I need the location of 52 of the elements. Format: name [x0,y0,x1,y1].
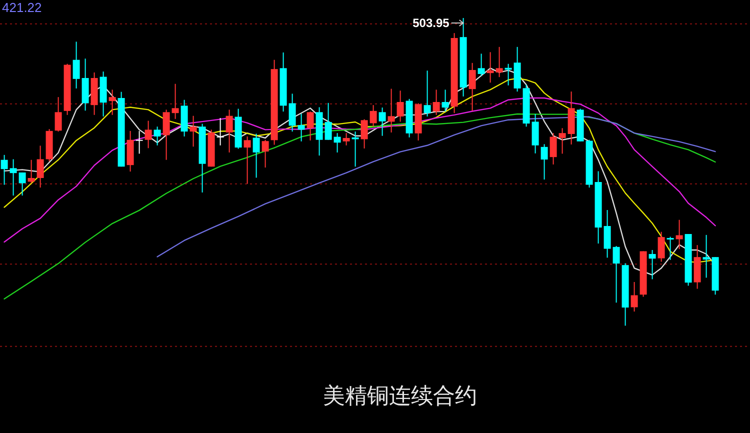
candlestick [262,139,269,168]
candlestick [108,89,116,116]
candlestick [172,83,179,120]
candlestick [226,109,233,153]
candlestick [324,102,332,140]
candlestick [612,246,620,304]
candlestick [54,96,62,132]
candlestick [630,282,638,312]
candlestick [334,132,341,153]
candlestick [676,219,683,250]
candlestick [162,109,170,160]
annotation: 503.95 [412,16,450,30]
candlestick [658,231,665,262]
candlestick [540,144,548,180]
text: 421.22 [2,0,42,15]
candlestick [442,89,449,112]
text: 美精铜连续合约 [323,383,477,408]
candlestick [28,159,35,184]
candlestick [298,113,305,142]
candlestick [604,210,611,258]
candlestick [144,120,152,149]
candlestick [648,250,656,280]
candlestick [360,118,368,149]
candlestick [424,70,431,117]
candlestick [216,118,224,146]
candlestick [252,133,260,178]
candlestick [486,52,494,84]
candlestick [478,53,485,76]
candlestick [702,234,710,278]
candlestick [432,89,440,116]
candlestick [496,46,503,78]
candlestick [370,104,377,128]
candlestick [468,62,476,112]
candlestick [36,145,44,188]
candlestick [0,154,8,186]
candlestick [342,132,350,146]
candlestick [550,132,557,165]
candlestick [306,111,314,141]
candlestick [18,172,26,196]
candlestick [72,41,80,89]
candlestick [244,136,251,184]
candlestick [190,115,197,148]
candlestick [378,107,386,136]
candlestick [532,114,539,154]
candlestick [154,126,161,146]
candlestick [666,236,674,260]
candlestick [396,90,404,122]
candlestick [288,93,296,132]
candlestick [10,158,17,196]
candlestick [558,128,566,154]
candlestick [388,88,395,133]
candlestick [136,130,143,154]
